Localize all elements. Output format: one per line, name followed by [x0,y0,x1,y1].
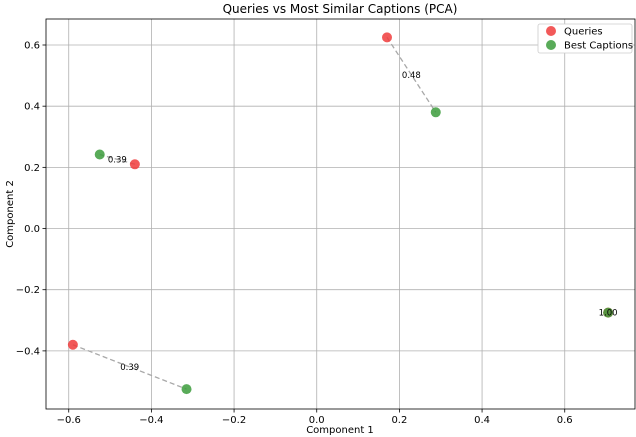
x-tick-label: −0.4 [139,415,163,426]
x-tick-label: −0.2 [222,415,246,426]
y-tick-label: −0.2 [16,285,40,296]
x-tick-label: 0.4 [474,415,490,426]
y-tick-label: 0.0 [24,224,40,235]
y-tick-label: 0.6 [24,41,40,52]
y-axis-ticks: −0.4 −0.2 0.0 0.2 0.4 0.6 [16,41,46,357]
y-axis-label: Component 2 [5,180,16,248]
query-point [67,339,78,350]
distance-label: 0.39 [108,155,127,165]
x-tick-label: 0.0 [309,415,325,426]
plot-frame [45,18,636,410]
connection-line [72,344,187,390]
caption-point [94,149,105,160]
distance-label: 0.39 [120,363,139,373]
grid-lines [46,19,635,409]
caption-point [181,384,192,395]
legend: Queries Best Captions [537,23,633,54]
legend-box [537,23,633,54]
query-point [129,159,140,170]
chart-title: Queries vs Most Similar Captions (PCA) [223,2,458,16]
connection-line [386,36,437,113]
legend-marker [546,26,556,36]
x-tick-label: −0.6 [57,415,81,426]
data-points [67,32,614,395]
x-tick-label: 0.6 [557,415,573,426]
y-tick-label: 0.2 [24,163,40,174]
caption-point [430,107,441,118]
legend-label: Queries [564,27,603,38]
caption-point [603,307,614,318]
legend-label: Best Captions [564,41,633,52]
y-tick-label: 0.4 [24,102,40,113]
x-tick-label: 0.2 [391,415,407,426]
x-axis-ticks: −0.6 −0.4 −0.2 0.0 0.2 0.4 0.6 [57,409,573,426]
distance-labels: 0.48 0.39 0.39 1.00 [108,71,618,373]
query-point [382,32,392,43]
connection-line [99,153,136,165]
y-tick-label: −0.4 [16,346,40,357]
distance-label: 1.00 [599,309,618,319]
x-axis-label: Component 1 [306,425,374,436]
legend-marker [546,40,556,50]
connection-lines [72,36,437,390]
distance-label: 0.48 [402,71,421,81]
